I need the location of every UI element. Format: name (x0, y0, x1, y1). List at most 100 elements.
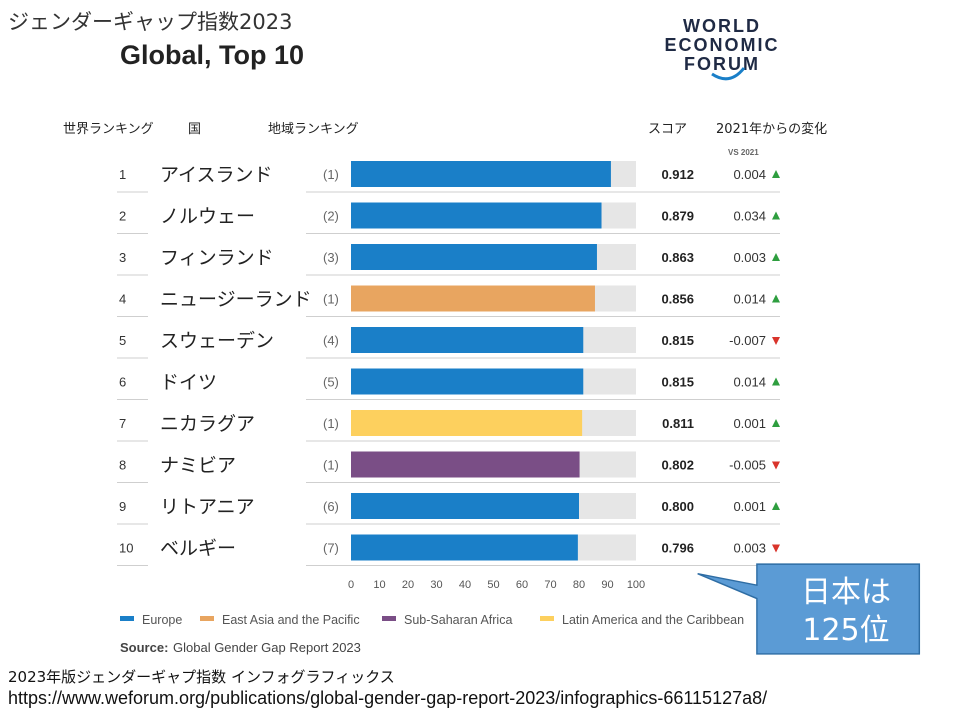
x-tick-label: 0 (348, 579, 354, 591)
regional-rank-label: (1) (323, 416, 339, 431)
bar (351, 202, 602, 229)
change-label: 0.003 (733, 541, 766, 556)
country-label: ナミビア (160, 455, 236, 477)
bar (351, 368, 584, 395)
change-label: 0.014 (733, 375, 766, 390)
score-label: 0.800 (661, 499, 694, 514)
footer-url[interactable]: https://www.weforum.org/publications/glo… (8, 688, 768, 708)
legend-swatch (540, 616, 554, 621)
legend-swatch (382, 616, 396, 621)
change-label: 0.001 (733, 499, 766, 514)
arrow-up-icon (772, 419, 780, 427)
bar (351, 410, 583, 436)
change-label: 0.014 (733, 292, 766, 307)
regional-rank-label: (7) (323, 541, 339, 556)
header-change: 2021年からの変化 (716, 122, 828, 137)
x-tick-label: 80 (573, 579, 585, 591)
callout-line-1: 日本は (801, 575, 891, 610)
wef-logo: WORLD ECONOMIC FORUM (665, 16, 780, 81)
source-label: Source: (120, 640, 168, 655)
score-label: 0.879 (661, 209, 694, 224)
rank-label: 7 (119, 416, 126, 431)
callout-shape (697, 563, 921, 655)
header-world-rank: 世界ランキング (63, 122, 154, 137)
x-tick-label: 90 (601, 579, 613, 591)
legend-label: East Asia and the Pacific (222, 613, 360, 627)
logo-globe-arc-icon (711, 67, 746, 81)
arrow-up-icon (772, 502, 780, 510)
chart-title: Global, Top 10 (120, 40, 305, 70)
arrow-up-icon (772, 211, 780, 220)
arrow-down-icon (772, 337, 780, 345)
arrow-up-icon (772, 170, 780, 178)
callout-line-2: 125位 (802, 613, 890, 648)
arrow-up-icon (772, 294, 780, 303)
regional-rank-label: (1) (323, 458, 339, 473)
logo-line-1: WORLD (683, 16, 761, 36)
x-tick-label: 60 (516, 579, 528, 591)
regional-rank-label: (1) (323, 167, 339, 182)
header-score: スコア (648, 122, 688, 137)
vs-2021-label: VS 2021 (728, 148, 759, 157)
bar (351, 493, 579, 519)
rank-label: 10 (119, 541, 133, 556)
change-label: 0.003 (733, 250, 766, 265)
score-label: 0.912 (661, 167, 694, 182)
score-label: 0.796 (661, 541, 694, 556)
country-label: スウェーデン (160, 330, 274, 352)
score-label: 0.815 (661, 375, 694, 390)
country-label: ノルウェー (160, 206, 255, 228)
score-label: 0.815 (661, 333, 694, 348)
country-label: ベルギー (160, 538, 236, 560)
rank-label: 9 (119, 499, 126, 514)
change-label: 0.004 (733, 167, 766, 182)
bar (351, 327, 584, 353)
rank-label: 1 (119, 167, 126, 182)
legend-label: Europe (142, 613, 182, 627)
x-tick-label: 10 (373, 579, 385, 591)
header-country: 国 (188, 122, 202, 137)
arrow-up-icon (772, 377, 780, 386)
country-label: フィンランド (160, 247, 274, 269)
bar-chart: 1 アイスランド (1) 0.912 0.004 2 ノルウェー (2) 0.879 0.034 3… (117, 161, 780, 655)
rank-label: 5 (119, 333, 126, 348)
source-text: Global Gender Gap Report 2023 (173, 640, 361, 655)
arrow-up-icon (772, 253, 780, 261)
callout-text: 日本は 125位 (760, 574, 932, 650)
arrow-down-icon (772, 544, 780, 553)
regional-rank-label: (5) (323, 375, 339, 390)
bar (351, 244, 597, 270)
x-tick-label: 30 (430, 579, 442, 591)
rank-label: 4 (119, 292, 126, 307)
slide-title: ジェンダーギャップ指数2023 (8, 10, 293, 34)
score-label: 0.856 (661, 292, 694, 307)
bar (351, 534, 578, 561)
arrow-down-icon (772, 461, 780, 470)
rank-label: 8 (119, 458, 126, 473)
score-label: 0.863 (661, 250, 694, 265)
rank-label: 6 (119, 375, 126, 390)
logo-line-3: FORUM (684, 54, 760, 74)
regional-rank-label: (1) (323, 292, 339, 307)
regional-rank-label: (4) (323, 333, 339, 348)
legend-swatch (120, 616, 134, 621)
x-tick-label: 70 (544, 579, 556, 591)
country-label: アイスランド (160, 164, 272, 186)
x-tick-label: 100 (627, 579, 645, 591)
legend-swatch (200, 616, 214, 621)
country-label: ニカラグア (160, 413, 255, 435)
rank-label: 3 (119, 250, 126, 265)
header-regional-rank: 地域ランキング (268, 122, 359, 137)
x-tick-label: 40 (459, 579, 471, 591)
bar (351, 285, 595, 312)
regional-rank-label: (3) (323, 250, 339, 265)
change-label: -0.007 (729, 333, 766, 348)
callout-box (697, 563, 921, 655)
change-label: -0.005 (729, 458, 766, 473)
logo-line-2: ECONOMIC (665, 35, 780, 55)
bar (351, 161, 611, 187)
legend-label: Latin America and the Caribbean (562, 613, 744, 627)
country-label: ドイツ (160, 372, 217, 394)
regional-rank-label: (6) (323, 499, 339, 514)
change-label: 0.034 (733, 209, 766, 224)
